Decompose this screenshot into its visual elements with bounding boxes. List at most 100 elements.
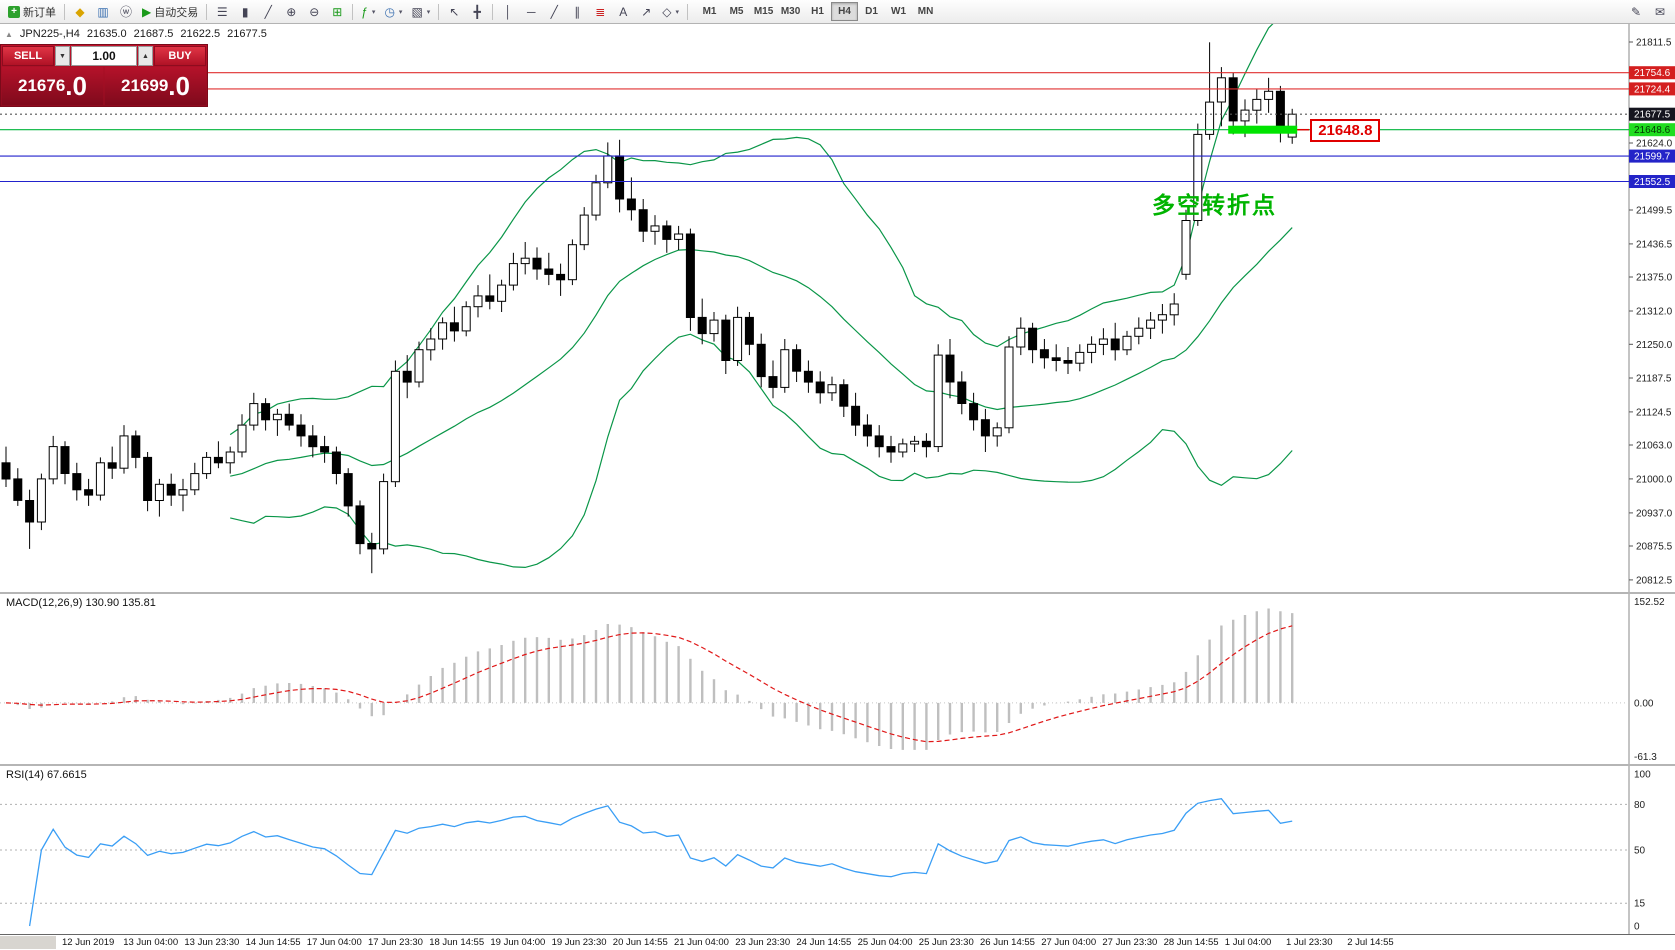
svg-text:21599.7: 21599.7 <box>1634 152 1671 163</box>
time-label: 27 Jun 23:30 <box>1102 937 1158 948</box>
cursor-button[interactable]: ↖ <box>443 2 465 22</box>
edit-tools-button[interactable]: ✎ <box>1625 2 1647 22</box>
svg-text:21375.0: 21375.0 <box>1636 273 1673 284</box>
time-label: 25 Jun 23:30 <box>918 937 974 948</box>
svg-text:21811.5: 21811.5 <box>1636 38 1672 49</box>
rsi-chart-canvas[interactable]: 100 80 50 15 0 <box>0 766 1675 934</box>
profiles-icon: ▥ <box>97 4 109 19</box>
candlestick-chart-button[interactable]: ▮ <box>234 2 256 22</box>
time-axis[interactable]: 12 Jun 2019 13 Jun 04:00 13 Jun 23:30 14 Ju… <box>0 934 1675 950</box>
time-label: 26 Jun 14:55 <box>980 937 1035 948</box>
shapes-button[interactable]: ◇ ▾ <box>658 2 683 22</box>
price-callout[interactable]: 21648.8 <box>1310 118 1381 142</box>
highlight-zone[interactable] <box>1228 125 1298 134</box>
main-chart-canvas[interactable]: 21811.5 21624.0 21499.5 21436.5 21375.0 21312… <box>0 24 1675 592</box>
arrow-tool-button[interactable]: ↗ <box>635 2 657 22</box>
zoom-out-button[interactable]: ⊖ <box>303 2 325 22</box>
time-label: 27 Jun 04:00 <box>1041 937 1097 948</box>
bar-chart-button[interactable]: ☰ <box>211 2 233 22</box>
profiles-button[interactable]: ▥ <box>92 2 114 22</box>
templates-button[interactable]: ▧ ▾ <box>407 2 434 22</box>
symbol-period-label: JPN225-,H4 <box>19 28 80 40</box>
volume-input[interactable] <box>71 46 137 66</box>
rsi-label: RSI(14) 67.6615 <box>6 769 87 781</box>
pane-splitter[interactable] <box>0 592 1675 594</box>
svg-text:0.00: 0.00 <box>1634 698 1654 709</box>
autotrading-button[interactable]: ▶ 自动交易 <box>138 2 202 22</box>
timeframe-mn[interactable]: MN <box>912 2 939 21</box>
horizontal-line-button[interactable]: ─ <box>520 2 542 22</box>
market-watch-icon: ◆ <box>75 4 85 19</box>
trendline-icon: ╱ <box>550 4 558 19</box>
turning-point-annotation[interactable]: 多空转折点 <box>1152 192 1277 218</box>
shapes-icon: ◇ <box>662 4 672 19</box>
macd-signal-line <box>5 625 1293 743</box>
new-order-button[interactable]: + 新订单 <box>4 2 60 22</box>
zoom-in-button[interactable]: ⊕ <box>280 2 302 22</box>
close-value: 21677.5 <box>227 28 267 40</box>
timeframe-m15[interactable]: M15 <box>750 2 777 21</box>
macd-label: MACD(12,26,9) 130.90 135.81 <box>6 597 156 609</box>
indicators-button[interactable]: ƒ ▾ <box>357 2 379 22</box>
time-label: 13 Jun 04:00 <box>123 937 179 948</box>
timeframe-h1[interactable]: H1 <box>804 2 831 21</box>
trendline-button[interactable]: ╱ <box>543 2 565 22</box>
line-chart-button[interactable]: ╱ <box>257 2 279 22</box>
price-badge <box>1629 66 1675 80</box>
macd-chart-canvas[interactable]: 152.52 0.00 -61.3 <box>0 594 1675 764</box>
crosshair-button[interactable]: ╋ <box>466 2 488 22</box>
low-value: 21622.5 <box>180 28 221 40</box>
market-watch-button[interactable]: ◆ <box>69 2 91 22</box>
tile-windows-button[interactable]: ⊞ <box>326 2 348 22</box>
macd-histogram <box>16 608 1294 750</box>
sell-button[interactable]: SELL <box>2 46 54 66</box>
svg-text:20937.0: 20937.0 <box>1636 508 1673 519</box>
trade-panel-prices: 21676 .0 21699 .0 <box>2 67 206 105</box>
time-label: 17 Jun 23:30 <box>368 937 423 948</box>
timeframe-m5[interactable]: M5 <box>723 2 750 21</box>
svg-text:21499.5: 21499.5 <box>1636 206 1673 217</box>
svg-text:50: 50 <box>1634 846 1646 857</box>
messages-button[interactable]: ✉ <box>1649 2 1671 22</box>
buy-button[interactable]: BUY <box>154 46 206 66</box>
fibonacci-button[interactable]: ≣ <box>589 2 611 22</box>
chevron-down-icon: ▾ <box>675 8 680 16</box>
text-tool-icon: A <box>619 4 628 19</box>
templates-icon: ▧ <box>411 4 423 19</box>
periods-button[interactable]: ◷ ▾ <box>380 2 406 22</box>
svg-text:80: 80 <box>1634 800 1646 811</box>
text-tool-button[interactable]: A <box>612 2 634 22</box>
timeframe-h4[interactable]: H4 <box>831 2 859 21</box>
timeframe-m30[interactable]: M30 <box>777 2 804 21</box>
chart-window: 21811.5 21624.0 21499.5 21436.5 21375.0 21312… <box>0 24 1675 950</box>
vertical-line-button[interactable]: │ <box>497 2 519 22</box>
sell-price-button[interactable]: 21676 .0 <box>2 67 103 105</box>
time-label: 23 Jun 23:30 <box>735 937 791 948</box>
buy-price-int: 21699 <box>121 76 169 95</box>
volume-decrease-button[interactable]: ▼ <box>55 46 70 66</box>
community-button[interactable]: ⓦ <box>115 2 137 22</box>
timeframe-d1[interactable]: D1 <box>858 2 885 21</box>
buy-price-button[interactable]: 21699 .0 <box>105 67 206 105</box>
price-callout-value: 21648.8 <box>1318 121 1373 139</box>
candlestick-series <box>1 42 1297 574</box>
timeframe-toolbar: M1 M5 M15 M30 H1 H4 D1 W1 MN <box>696 2 939 21</box>
toolbar-right-group: ✎ ✉ <box>1625 2 1671 22</box>
channel-button[interactable]: ∥ <box>566 2 588 22</box>
timeframe-m1[interactable]: M1 <box>696 2 723 21</box>
time-label: 12 Jun 2019 <box>62 937 115 948</box>
timeframe-w1[interactable]: W1 <box>885 2 912 21</box>
horizontal-line-icon: ─ <box>527 4 536 19</box>
pane-splitter[interactable] <box>0 764 1675 766</box>
zoom-out-icon: ⊖ <box>309 4 320 19</box>
chevron-down-icon: ▾ <box>371 8 376 16</box>
collapse-icon[interactable]: ▲ <box>5 29 13 39</box>
sell-price-int: 21676 <box>18 76 66 95</box>
svg-text:21552.5: 21552.5 <box>1634 177 1671 188</box>
toolbar-separator <box>206 3 208 20</box>
community-icon: ⓦ <box>119 4 132 19</box>
bar-chart-icon: ☰ <box>216 4 228 19</box>
periods-icon: ◷ <box>384 4 395 19</box>
volume-increase-button[interactable]: ▲ <box>138 46 153 66</box>
